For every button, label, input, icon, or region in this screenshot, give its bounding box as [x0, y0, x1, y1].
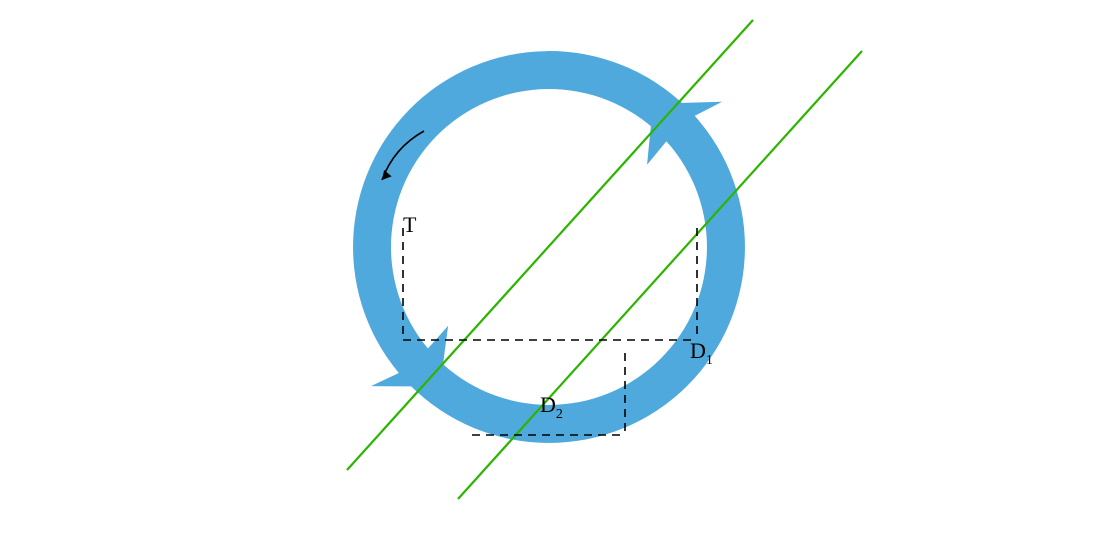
label-T: T: [403, 212, 417, 237]
cycle-arrow-1: [403, 102, 745, 443]
